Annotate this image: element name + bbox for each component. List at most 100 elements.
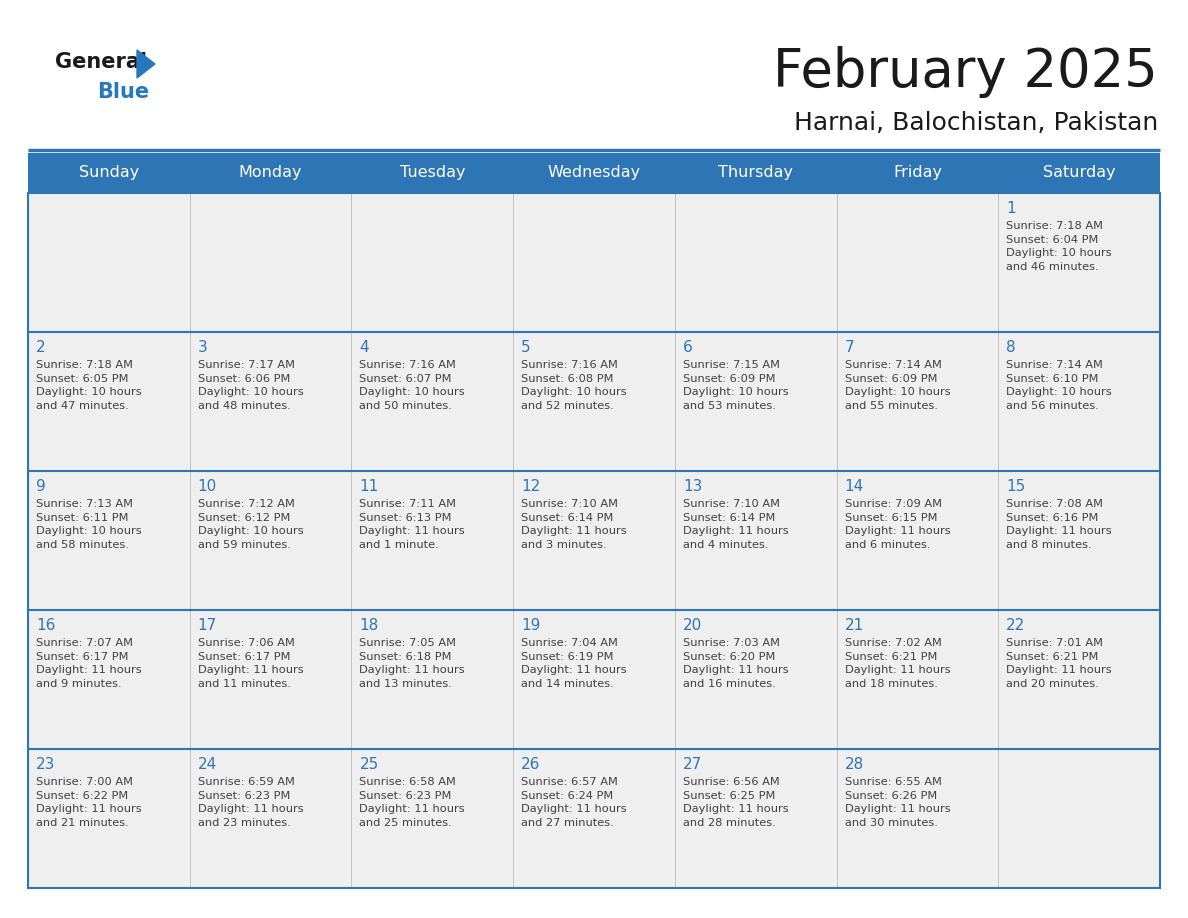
Bar xyxy=(675,471,836,610)
Bar xyxy=(836,610,998,749)
Bar xyxy=(998,193,1159,332)
Text: General: General xyxy=(55,52,147,72)
Bar xyxy=(29,749,190,888)
Bar xyxy=(513,193,675,332)
Text: February 2025: February 2025 xyxy=(773,46,1158,98)
Bar xyxy=(675,332,836,471)
Text: Sunrise: 7:08 AM
Sunset: 6:16 PM
Daylight: 11 hours
and 8 minutes.: Sunrise: 7:08 AM Sunset: 6:16 PM Dayligh… xyxy=(1006,499,1112,550)
Bar xyxy=(352,332,513,471)
Bar xyxy=(998,332,1159,471)
Text: Sunrise: 7:05 AM
Sunset: 6:18 PM
Daylight: 11 hours
and 13 minutes.: Sunrise: 7:05 AM Sunset: 6:18 PM Dayligh… xyxy=(360,638,465,688)
Text: 27: 27 xyxy=(683,757,702,772)
Bar xyxy=(675,610,836,749)
Polygon shape xyxy=(137,50,154,78)
Bar xyxy=(513,749,675,888)
Text: Sunrise: 7:11 AM
Sunset: 6:13 PM
Daylight: 11 hours
and 1 minute.: Sunrise: 7:11 AM Sunset: 6:13 PM Dayligh… xyxy=(360,499,465,550)
Text: 28: 28 xyxy=(845,757,864,772)
Text: 16: 16 xyxy=(36,618,56,633)
Text: Sunrise: 7:09 AM
Sunset: 6:15 PM
Daylight: 11 hours
and 6 minutes.: Sunrise: 7:09 AM Sunset: 6:15 PM Dayligh… xyxy=(845,499,950,550)
Bar xyxy=(29,332,190,471)
Text: 9: 9 xyxy=(36,479,46,494)
Text: 1: 1 xyxy=(1006,201,1016,216)
Text: Sunrise: 7:00 AM
Sunset: 6:22 PM
Daylight: 11 hours
and 21 minutes.: Sunrise: 7:00 AM Sunset: 6:22 PM Dayligh… xyxy=(36,777,141,828)
Text: 25: 25 xyxy=(360,757,379,772)
Bar xyxy=(675,193,836,332)
Text: Sunrise: 7:03 AM
Sunset: 6:20 PM
Daylight: 11 hours
and 16 minutes.: Sunrise: 7:03 AM Sunset: 6:20 PM Dayligh… xyxy=(683,638,789,688)
Text: Tuesday: Tuesday xyxy=(399,165,465,181)
Text: 22: 22 xyxy=(1006,618,1025,633)
Bar xyxy=(352,749,513,888)
Text: Monday: Monday xyxy=(239,165,302,181)
Text: 18: 18 xyxy=(360,618,379,633)
Text: Sunrise: 7:13 AM
Sunset: 6:11 PM
Daylight: 10 hours
and 58 minutes.: Sunrise: 7:13 AM Sunset: 6:11 PM Dayligh… xyxy=(36,499,141,550)
Bar xyxy=(836,193,998,332)
Text: 4: 4 xyxy=(360,340,369,355)
Bar xyxy=(29,610,190,749)
Text: Sunrise: 6:57 AM
Sunset: 6:24 PM
Daylight: 11 hours
and 27 minutes.: Sunrise: 6:57 AM Sunset: 6:24 PM Dayligh… xyxy=(522,777,627,828)
Bar xyxy=(190,332,352,471)
Text: 26: 26 xyxy=(522,757,541,772)
Bar xyxy=(998,749,1159,888)
Text: Sunrise: 7:14 AM
Sunset: 6:10 PM
Daylight: 10 hours
and 56 minutes.: Sunrise: 7:14 AM Sunset: 6:10 PM Dayligh… xyxy=(1006,360,1112,410)
Text: Sunrise: 7:17 AM
Sunset: 6:06 PM
Daylight: 10 hours
and 48 minutes.: Sunrise: 7:17 AM Sunset: 6:06 PM Dayligh… xyxy=(197,360,303,410)
Text: Sunrise: 7:15 AM
Sunset: 6:09 PM
Daylight: 10 hours
and 53 minutes.: Sunrise: 7:15 AM Sunset: 6:09 PM Dayligh… xyxy=(683,360,789,410)
Text: 3: 3 xyxy=(197,340,208,355)
Bar xyxy=(190,193,352,332)
Text: Wednesday: Wednesday xyxy=(548,165,640,181)
Text: Sunrise: 6:59 AM
Sunset: 6:23 PM
Daylight: 11 hours
and 23 minutes.: Sunrise: 6:59 AM Sunset: 6:23 PM Dayligh… xyxy=(197,777,303,828)
Text: 7: 7 xyxy=(845,340,854,355)
Bar xyxy=(29,193,190,332)
Bar xyxy=(352,471,513,610)
Text: Blue: Blue xyxy=(97,82,150,102)
Text: Sunrise: 7:18 AM
Sunset: 6:05 PM
Daylight: 10 hours
and 47 minutes.: Sunrise: 7:18 AM Sunset: 6:05 PM Dayligh… xyxy=(36,360,141,410)
Bar xyxy=(998,471,1159,610)
Bar xyxy=(352,610,513,749)
Text: Sunrise: 7:01 AM
Sunset: 6:21 PM
Daylight: 11 hours
and 20 minutes.: Sunrise: 7:01 AM Sunset: 6:21 PM Dayligh… xyxy=(1006,638,1112,688)
Bar xyxy=(675,749,836,888)
Text: Sunrise: 7:06 AM
Sunset: 6:17 PM
Daylight: 11 hours
and 11 minutes.: Sunrise: 7:06 AM Sunset: 6:17 PM Dayligh… xyxy=(197,638,303,688)
Text: Friday: Friday xyxy=(893,165,942,181)
Text: Sunrise: 7:16 AM
Sunset: 6:08 PM
Daylight: 10 hours
and 52 minutes.: Sunrise: 7:16 AM Sunset: 6:08 PM Dayligh… xyxy=(522,360,627,410)
Text: 8: 8 xyxy=(1006,340,1016,355)
Text: Sunrise: 7:16 AM
Sunset: 6:07 PM
Daylight: 10 hours
and 50 minutes.: Sunrise: 7:16 AM Sunset: 6:07 PM Dayligh… xyxy=(360,360,465,410)
Bar xyxy=(998,610,1159,749)
Bar xyxy=(836,332,998,471)
Bar xyxy=(513,332,675,471)
Text: Sunday: Sunday xyxy=(78,165,139,181)
Text: Sunrise: 7:10 AM
Sunset: 6:14 PM
Daylight: 11 hours
and 3 minutes.: Sunrise: 7:10 AM Sunset: 6:14 PM Dayligh… xyxy=(522,499,627,550)
Text: 11: 11 xyxy=(360,479,379,494)
Bar xyxy=(513,471,675,610)
Bar xyxy=(190,610,352,749)
Text: Sunrise: 6:56 AM
Sunset: 6:25 PM
Daylight: 11 hours
and 28 minutes.: Sunrise: 6:56 AM Sunset: 6:25 PM Dayligh… xyxy=(683,777,789,828)
Text: Sunrise: 7:12 AM
Sunset: 6:12 PM
Daylight: 10 hours
and 59 minutes.: Sunrise: 7:12 AM Sunset: 6:12 PM Dayligh… xyxy=(197,499,303,550)
Bar xyxy=(513,610,675,749)
Text: Sunrise: 7:10 AM
Sunset: 6:14 PM
Daylight: 11 hours
and 4 minutes.: Sunrise: 7:10 AM Sunset: 6:14 PM Dayligh… xyxy=(683,499,789,550)
Text: 21: 21 xyxy=(845,618,864,633)
Text: Sunrise: 6:55 AM
Sunset: 6:26 PM
Daylight: 11 hours
and 30 minutes.: Sunrise: 6:55 AM Sunset: 6:26 PM Dayligh… xyxy=(845,777,950,828)
Bar xyxy=(352,193,513,332)
Text: 17: 17 xyxy=(197,618,217,633)
Text: Harnai, Balochistan, Pakistan: Harnai, Balochistan, Pakistan xyxy=(794,111,1158,135)
Bar xyxy=(836,749,998,888)
Text: 23: 23 xyxy=(36,757,56,772)
Text: 13: 13 xyxy=(683,479,702,494)
Text: 14: 14 xyxy=(845,479,864,494)
Bar xyxy=(29,471,190,610)
Bar xyxy=(29,153,1159,193)
Text: Thursday: Thursday xyxy=(719,165,794,181)
Text: Sunrise: 7:14 AM
Sunset: 6:09 PM
Daylight: 10 hours
and 55 minutes.: Sunrise: 7:14 AM Sunset: 6:09 PM Dayligh… xyxy=(845,360,950,410)
Text: Sunrise: 7:07 AM
Sunset: 6:17 PM
Daylight: 11 hours
and 9 minutes.: Sunrise: 7:07 AM Sunset: 6:17 PM Dayligh… xyxy=(36,638,141,688)
Bar xyxy=(190,749,352,888)
Text: Sunrise: 7:02 AM
Sunset: 6:21 PM
Daylight: 11 hours
and 18 minutes.: Sunrise: 7:02 AM Sunset: 6:21 PM Dayligh… xyxy=(845,638,950,688)
Bar xyxy=(190,471,352,610)
Text: 6: 6 xyxy=(683,340,693,355)
Text: Sunrise: 7:18 AM
Sunset: 6:04 PM
Daylight: 10 hours
and 46 minutes.: Sunrise: 7:18 AM Sunset: 6:04 PM Dayligh… xyxy=(1006,221,1112,272)
Text: 5: 5 xyxy=(522,340,531,355)
Text: 24: 24 xyxy=(197,757,217,772)
Text: Sunrise: 7:04 AM
Sunset: 6:19 PM
Daylight: 11 hours
and 14 minutes.: Sunrise: 7:04 AM Sunset: 6:19 PM Dayligh… xyxy=(522,638,627,688)
Text: 15: 15 xyxy=(1006,479,1025,494)
Text: 20: 20 xyxy=(683,618,702,633)
Text: 2: 2 xyxy=(36,340,45,355)
Bar xyxy=(836,471,998,610)
Text: Saturday: Saturday xyxy=(1043,165,1116,181)
